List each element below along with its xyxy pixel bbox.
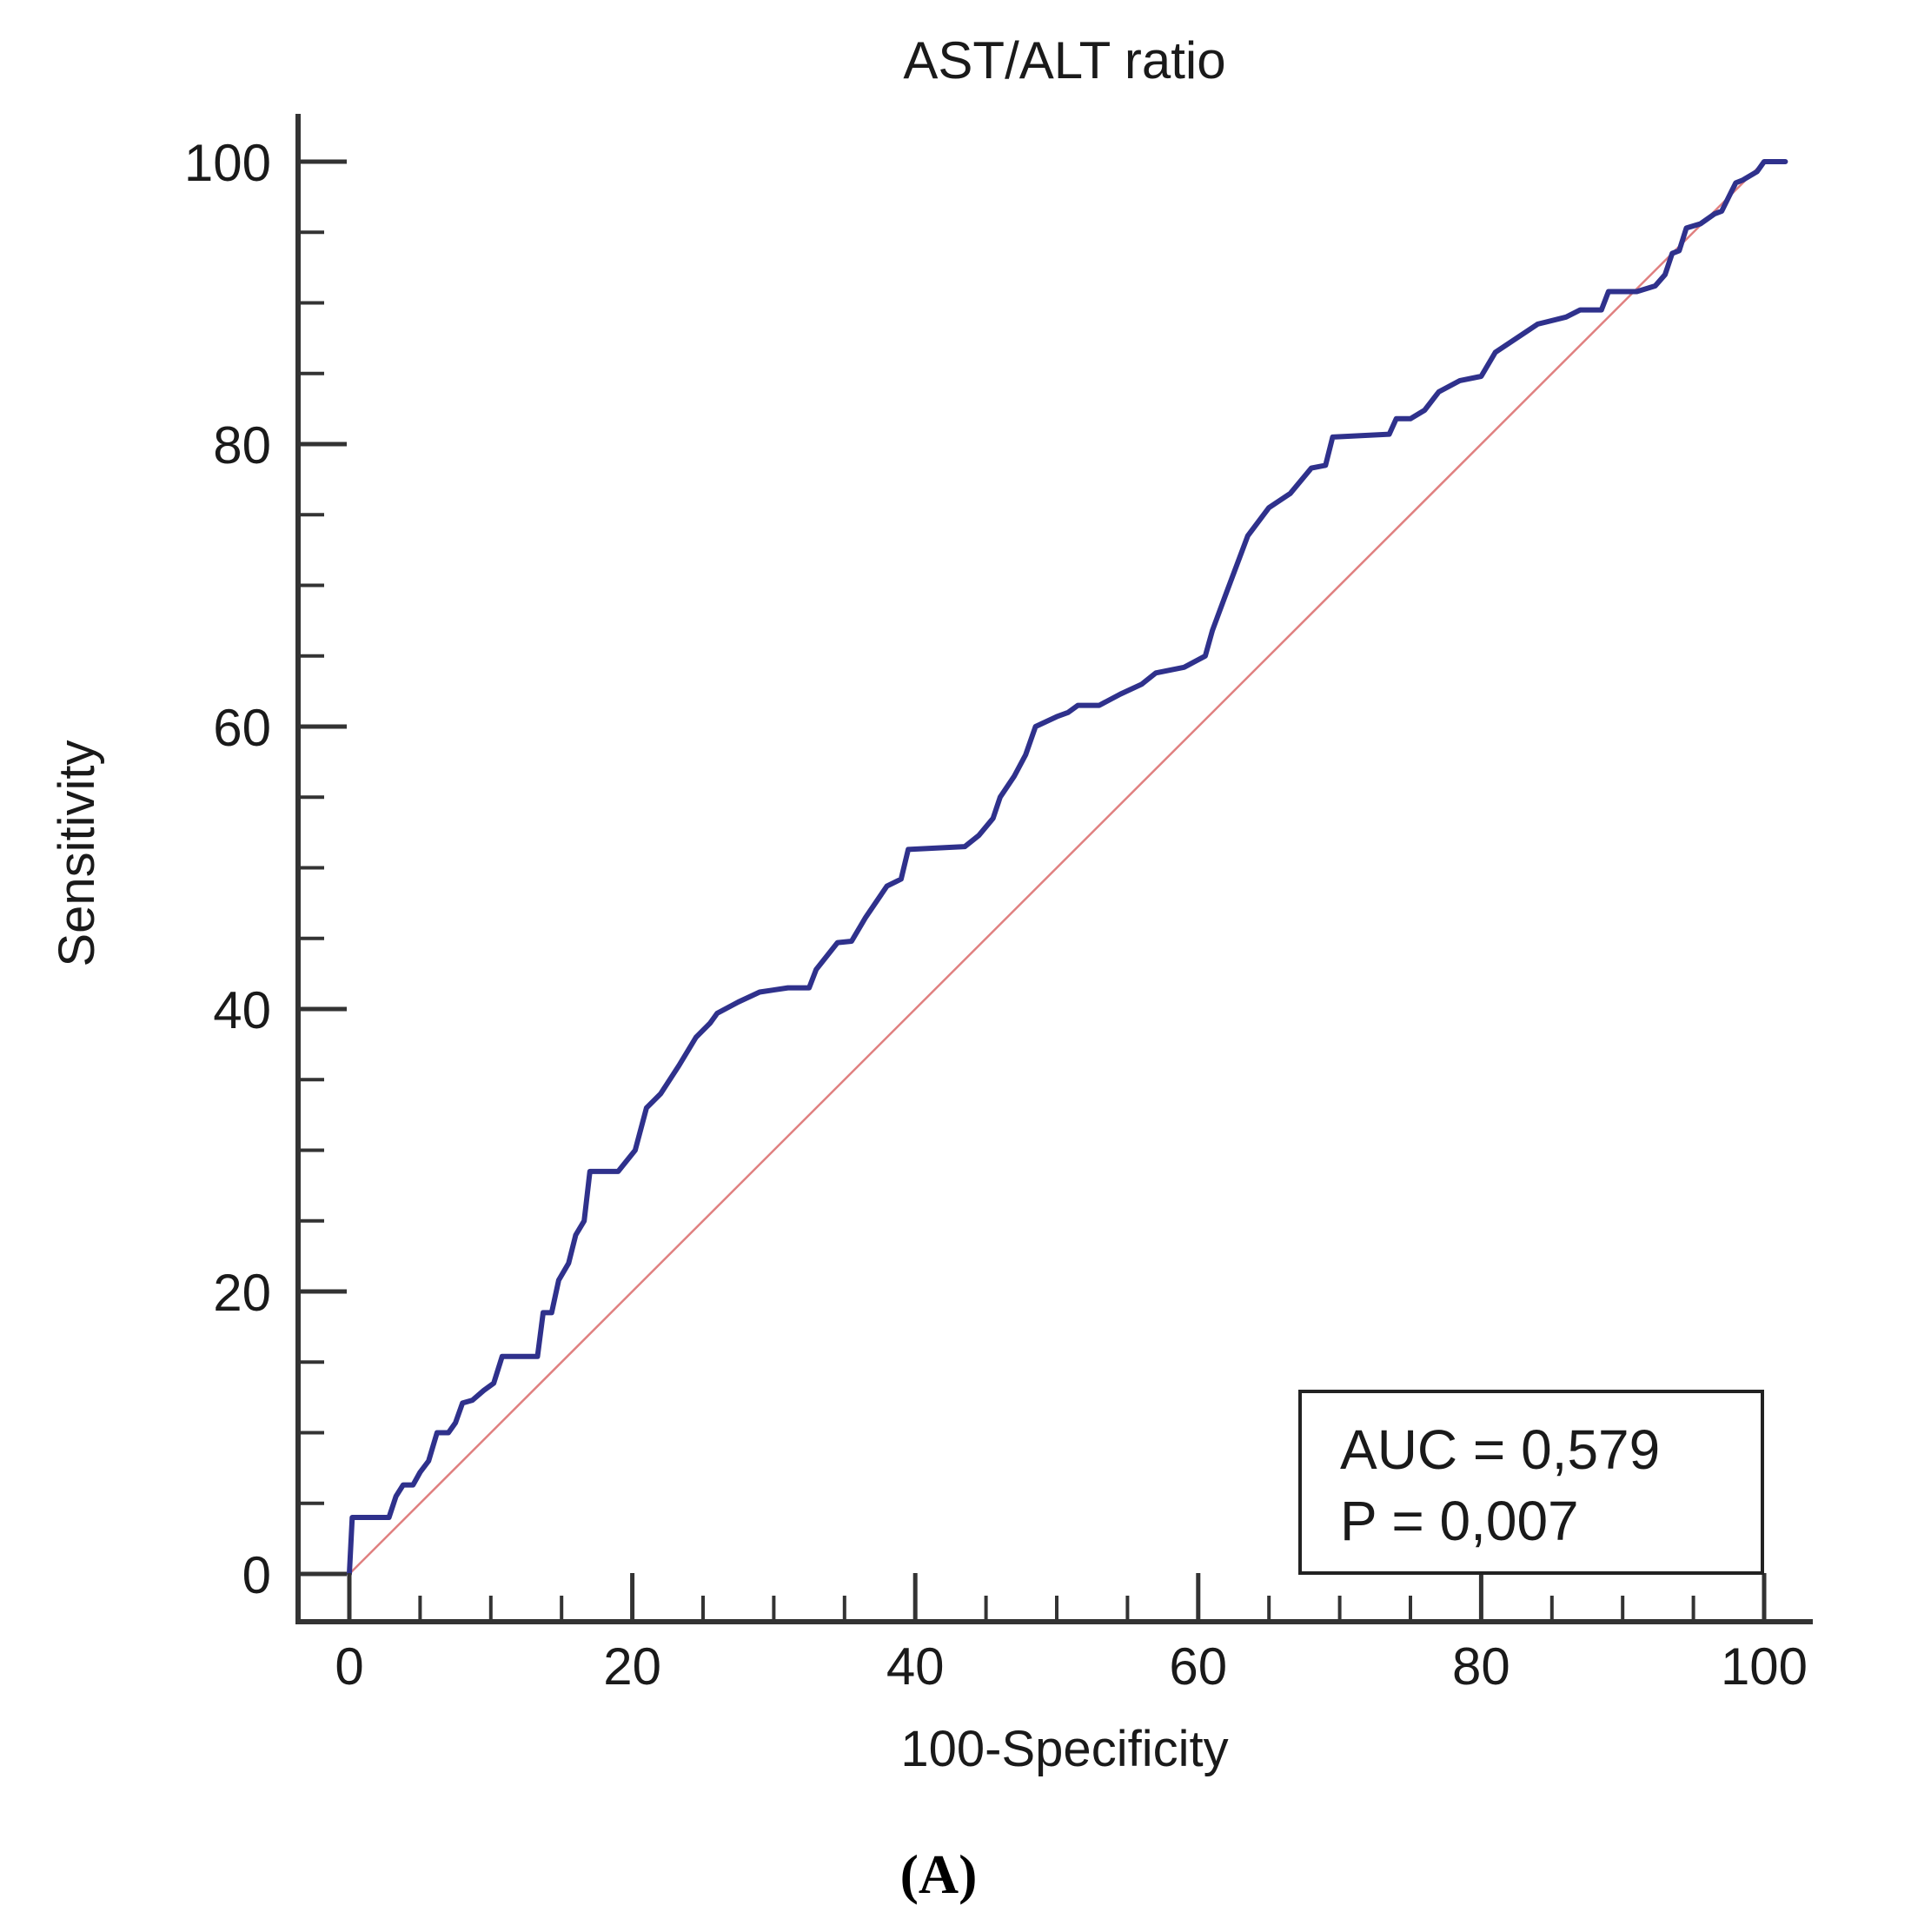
y-tick-label: 20 (213, 1264, 271, 1322)
x-tick-label: 0 (335, 1637, 363, 1696)
reference-line (348, 161, 1765, 1575)
chart-title: AST/ALT ratio (903, 31, 1225, 90)
x-axis-ticks: 0 20 40 60 80 100 (335, 1573, 1808, 1696)
y-axis-title: Sensitivity (49, 740, 105, 966)
y-tick-label: 40 (213, 981, 271, 1039)
y-tick-label: 60 (213, 699, 271, 757)
stats-box (1298, 1390, 1764, 1575)
x-tick-label: 40 (886, 1637, 945, 1696)
y-tick-label: 80 (213, 416, 271, 475)
x-axis-title: 100-Specificity (900, 1721, 1228, 1777)
x-tick-label: 20 (603, 1637, 661, 1696)
panel-label: (A) (900, 1843, 978, 1905)
auc-label: AUC = 0,579 (1340, 1418, 1660, 1481)
x-tick-label: 80 (1452, 1637, 1510, 1696)
x-tick-label: 60 (1169, 1637, 1227, 1696)
x-tick-label: 100 (1721, 1637, 1808, 1696)
p-value-label: P = 0,007 (1340, 1490, 1579, 1552)
y-tick-label: 0 (242, 1546, 271, 1604)
y-axis-ticks: 0 20 40 60 80 100 (184, 134, 347, 1604)
roc-curve-line (347, 159, 1788, 1577)
y-tick-label: 100 (184, 134, 271, 192)
